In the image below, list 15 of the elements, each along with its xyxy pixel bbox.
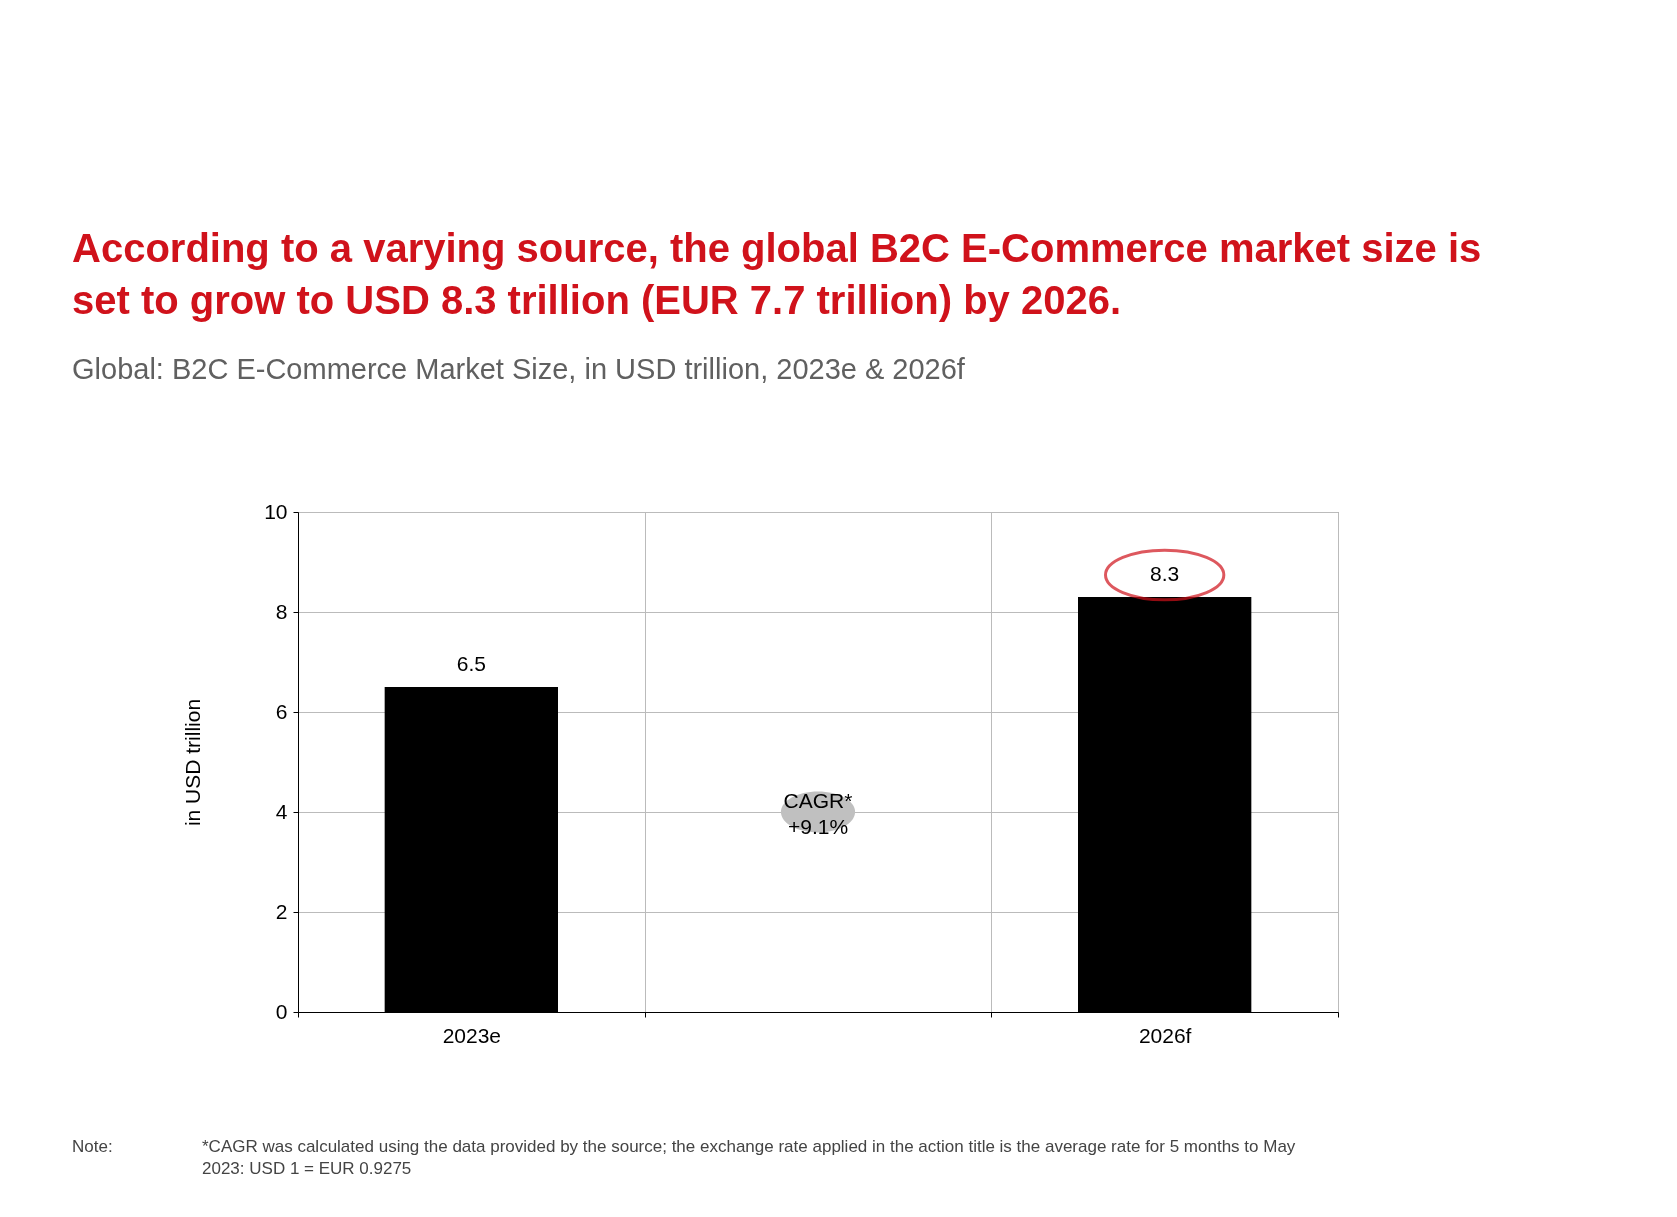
y-tick-label: 2 xyxy=(275,899,288,923)
text: Note: *CAGR was calculated using the data provided by the source; the exchange rate applied in the action title is the average rate for 5 months to May 2023: USD 1 = EUR 0.9275 xyxy=(72,1137,1296,1178)
x-tick-label: 2023e xyxy=(442,1023,502,1047)
annotation: CAGR* +9.1% xyxy=(783,789,853,838)
chart-subtitle: Global: B2C E-Commerce Market Size, in USD trillion, 2023e & 2026f xyxy=(72,353,966,385)
y-tick-label: 6 xyxy=(275,699,288,723)
y-tick-label: 10 xyxy=(264,499,288,523)
y-tick-label: 0 xyxy=(275,999,288,1023)
data-label: 8.3 xyxy=(1150,562,1180,585)
x-tick-label: 2026f xyxy=(1138,1023,1192,1047)
y-axis-title: in USD trillion xyxy=(181,698,205,827)
y-tick-label: 8 xyxy=(275,599,288,623)
chart-title: According to a varying source, the global B2C E-Commerce market size is set to grow to USD 8.3 trillion (EUR 7.7 trillion) by 2026. xyxy=(72,226,1482,322)
data-label: 6.5 xyxy=(456,652,486,675)
y-tick-label: 4 xyxy=(275,799,288,823)
